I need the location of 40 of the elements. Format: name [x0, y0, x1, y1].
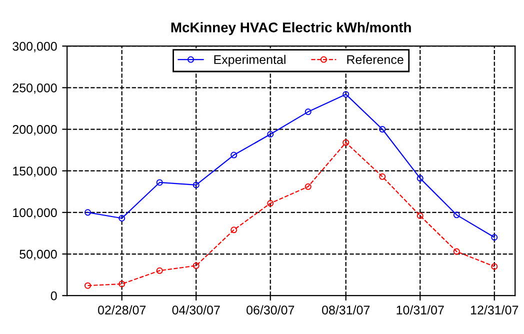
y-tick-label: 50,000	[20, 250, 57, 260]
point	[416, 212, 424, 220]
x-tick-label: 06/30/07	[246, 305, 294, 314]
point	[416, 175, 424, 182]
point	[156, 267, 163, 274]
point	[192, 262, 200, 269]
point	[379, 126, 386, 133]
point	[84, 282, 92, 289]
point	[304, 183, 312, 190]
point	[453, 212, 460, 218]
x-tick-label: 04/30/07	[172, 305, 220, 314]
x-tick-label: 10/31/07	[396, 305, 444, 314]
legend-label: Experimental	[214, 54, 286, 66]
y-tick-label: 300,000	[12, 42, 57, 52]
x-tick-label: 08/31/07	[322, 305, 370, 314]
point	[156, 179, 163, 186]
point	[118, 214, 126, 222]
y-tick-label: 200,000	[12, 125, 57, 136]
point	[192, 182, 200, 188]
chart-title: McKinney HVAC Electric kWh/month	[171, 22, 411, 36]
point	[230, 226, 238, 234]
point	[379, 173, 386, 180]
point	[491, 263, 498, 270]
y-tick-label: 250,000	[12, 83, 57, 94]
point	[84, 209, 92, 216]
point	[453, 248, 460, 255]
x-tick-label: 02/28/07	[98, 305, 146, 314]
point	[491, 234, 498, 241]
point	[267, 200, 274, 207]
y-tick-label: 0	[50, 291, 57, 300]
legend-label: Reference	[347, 54, 404, 64]
point	[230, 152, 238, 158]
point	[304, 108, 312, 116]
y-tick-label: 150,000	[13, 166, 57, 177]
point	[118, 280, 126, 288]
point	[342, 139, 350, 146]
point	[267, 130, 274, 138]
y-tick-label: 100,000	[13, 208, 57, 219]
x-tick-label: 12/31/07	[471, 305, 518, 314]
point	[342, 91, 350, 98]
